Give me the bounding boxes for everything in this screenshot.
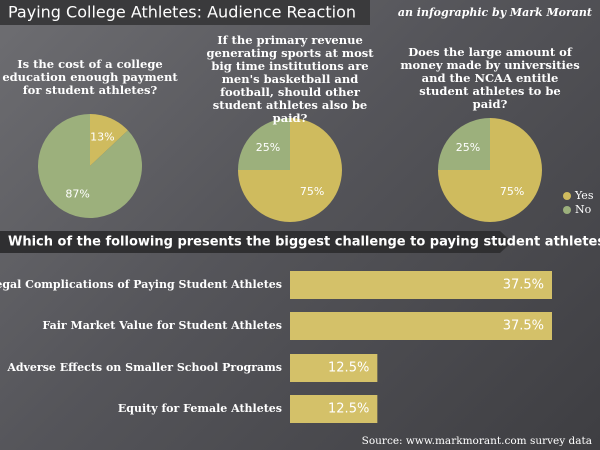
- slice-label: 75%: [500, 185, 524, 198]
- bar-value: 12.5%: [328, 402, 369, 417]
- bar: [290, 395, 378, 423]
- slice-label: 87%: [65, 188, 89, 201]
- pie-title: Is the cost of a college education enoug…: [2, 57, 178, 97]
- bar-category: Legal Complications of Paying Student At…: [0, 278, 282, 291]
- bar: [290, 271, 552, 299]
- title-band: [0, 0, 370, 25]
- bar-category: Equity for Female Athletes: [118, 402, 282, 415]
- bar-chart-title: Which of the following presents the bigg…: [8, 235, 600, 250]
- pie-title: Does the large amount of money made by u…: [400, 45, 580, 111]
- bar-value: 37.5%: [503, 319, 544, 334]
- legend-swatch: [563, 206, 571, 214]
- pie-slice: [438, 118, 490, 170]
- bar-value: 12.5%: [328, 361, 369, 376]
- legend-label: Yes: [574, 189, 594, 202]
- source: Source: www.markmorant.com survey data: [362, 435, 592, 447]
- legend-swatch: [563, 192, 571, 200]
- page-title: Paying College Athletes: Audience Reacti…: [8, 3, 356, 22]
- slice-label: 25%: [256, 141, 280, 154]
- bar: [290, 312, 552, 340]
- slice-label: 13%: [90, 130, 114, 143]
- bar-value: 37.5%: [503, 278, 544, 293]
- slice-label: 75%: [300, 185, 324, 198]
- pie-slice: [90, 114, 128, 166]
- bar-category: Adverse Effects on Smaller School Progra…: [6, 361, 282, 374]
- pie-title: If the primary revenue generating sports…: [206, 33, 374, 125]
- byline: an infographic by Mark Morant: [398, 6, 592, 19]
- bar: [290, 354, 378, 382]
- bar-category: Fair Market Value for Student Athletes: [42, 319, 282, 332]
- section-band: [0, 231, 512, 253]
- pie-slice: [238, 118, 290, 170]
- slice-label: 25%: [456, 141, 480, 154]
- legend-label: No: [575, 203, 592, 216]
- pie-slice: [38, 114, 142, 218]
